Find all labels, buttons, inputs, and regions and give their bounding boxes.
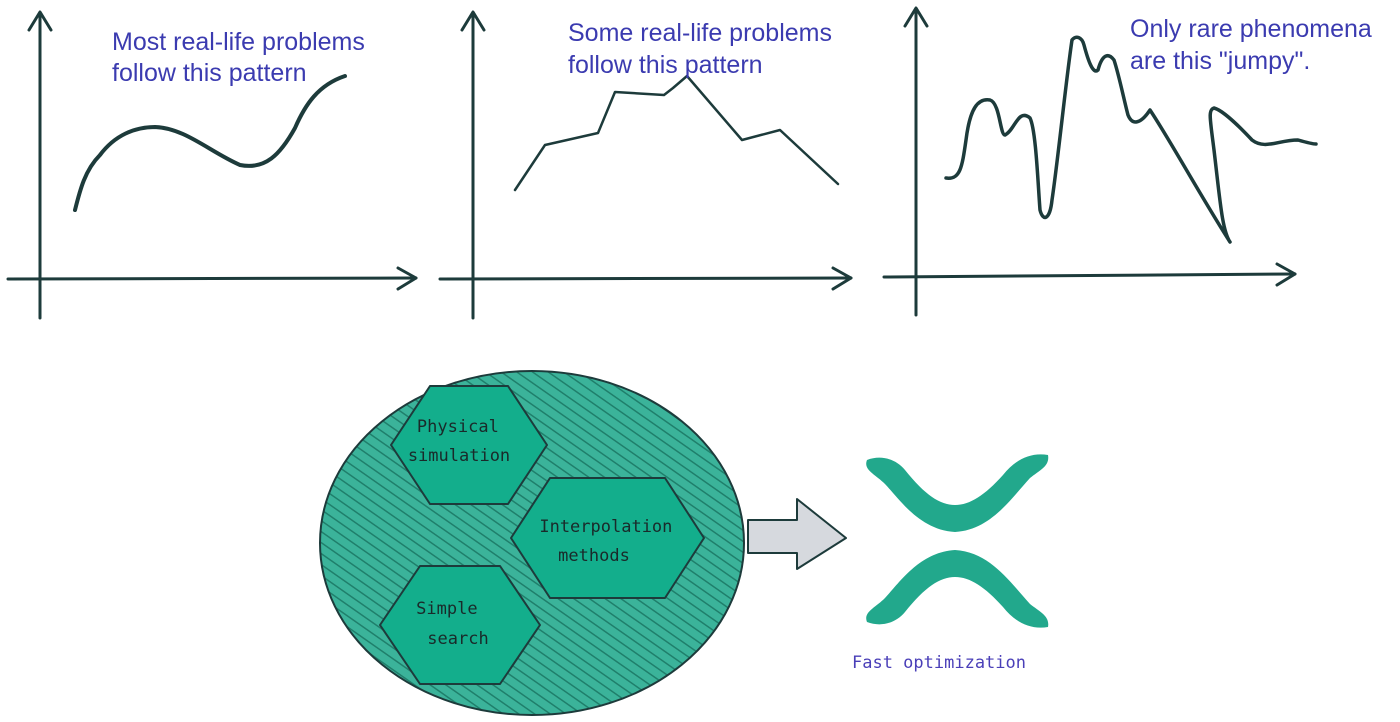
hexagon-interpolation-methods-line2: methods <box>558 546 630 566</box>
hexagon-interpolation-methods-label: Interpolation methods <box>539 517 682 566</box>
panel-jumpy-caption-line2: are this "jumpy". <box>1130 47 1310 75</box>
panel-smooth-caption-line2: follow this pattern <box>112 59 307 87</box>
panel-piecewise-curve <box>513 74 840 192</box>
result-label: Fast optimization <box>852 653 1026 673</box>
hexagon-interpolation-methods-line1: Interpolation <box>539 517 672 537</box>
hexagon-physical-simulation-label: Physical simulation <box>408 417 510 466</box>
hexagon-physical-simulation-line1: Physical <box>417 417 499 437</box>
panel-piecewise-caption-line1: Some real-life problems <box>568 19 832 47</box>
panel-smooth-caption: Most real-life problems follow this patt… <box>112 28 372 87</box>
hexagon-simple-search-line2: search <box>427 629 488 649</box>
panel-jumpy-caption: Only rare phenomena are this "jumpy". <box>1130 15 1379 75</box>
panel-piecewise-axes <box>438 10 853 320</box>
panel-smooth: Most real-life problems follow this patt… <box>6 10 418 320</box>
hexagon-simple-search-label: Simple search <box>416 599 489 649</box>
panel-piecewise-caption: Some real-life problems follow this patt… <box>568 19 839 79</box>
panel-jumpy-caption-line1: Only rare phenomena <box>1130 15 1372 43</box>
hexagon-interpolation-methods: Interpolation methods <box>510 477 705 599</box>
panel-smooth-axes <box>6 10 418 320</box>
right-arrow-icon <box>747 498 847 570</box>
panel-jumpy: Only rare phenomena are this "jumpy". <box>882 6 1379 317</box>
hexagon-simple-search-line1: Simple <box>416 599 477 619</box>
hexagon-physical-simulation: Physical simulation <box>390 385 548 505</box>
optimization-logo-icon <box>866 454 1049 628</box>
methods-circle: Physical simulation Interpolation method… <box>319 370 745 716</box>
panel-jumpy-curve <box>944 35 1318 244</box>
panel-jumpy-axes <box>882 6 1297 317</box>
panel-piecewise-caption-line2: follow this pattern <box>568 51 763 79</box>
panel-smooth-curve <box>73 74 347 212</box>
panel-piecewise: Some real-life problems follow this patt… <box>438 10 853 320</box>
hexagon-simple-search: Simple search <box>379 565 541 685</box>
panel-smooth-caption-line1: Most real-life problems <box>112 28 365 56</box>
hexagon-physical-simulation-line2: simulation <box>408 446 510 466</box>
